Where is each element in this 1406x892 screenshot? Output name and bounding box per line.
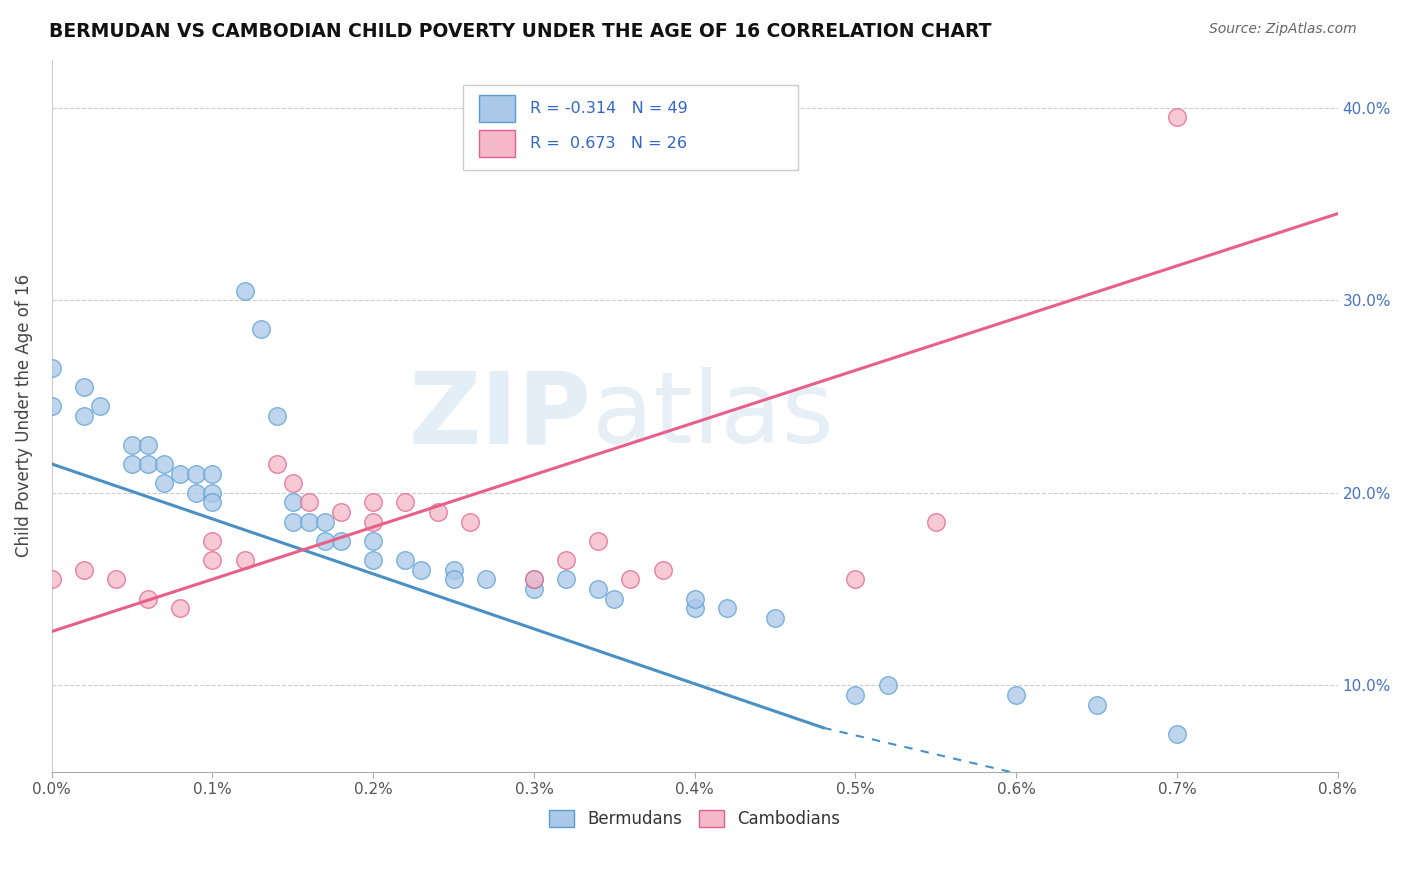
Point: [266, 409, 288, 423]
Point: [201, 486, 224, 500]
Point: [683, 601, 706, 615]
Point: [281, 495, 304, 509]
Text: Source: ZipAtlas.com: Source: ZipAtlas.com: [1209, 22, 1357, 37]
Point: [201, 533, 224, 548]
FancyBboxPatch shape: [463, 85, 797, 170]
Point: [330, 533, 353, 548]
Point: [121, 438, 143, 452]
Point: [716, 601, 738, 615]
Point: [844, 573, 866, 587]
Point: [426, 505, 449, 519]
Point: [298, 495, 321, 509]
Point: [73, 563, 96, 577]
Point: [121, 457, 143, 471]
Point: [73, 409, 96, 423]
Point: [925, 515, 948, 529]
Point: [361, 515, 384, 529]
Point: [361, 553, 384, 567]
Point: [1085, 698, 1108, 712]
Point: [443, 563, 465, 577]
Point: [361, 533, 384, 548]
Point: [330, 505, 353, 519]
Point: [41, 360, 63, 375]
Point: [201, 467, 224, 481]
Point: [394, 495, 416, 509]
Text: BERMUDAN VS CAMBODIAN CHILD POVERTY UNDER THE AGE OF 16 CORRELATION CHART: BERMUDAN VS CAMBODIAN CHILD POVERTY UNDE…: [49, 22, 991, 41]
Point: [169, 467, 191, 481]
Point: [233, 553, 256, 567]
Point: [136, 438, 159, 452]
Point: [153, 457, 176, 471]
Point: [89, 399, 111, 413]
Point: [1166, 111, 1188, 125]
Text: R =  0.673   N = 26: R = 0.673 N = 26: [530, 136, 688, 151]
Y-axis label: Child Poverty Under the Age of 16: Child Poverty Under the Age of 16: [15, 274, 32, 558]
Point: [361, 495, 384, 509]
Point: [555, 553, 578, 567]
Point: [249, 322, 271, 336]
Point: [876, 678, 898, 692]
Point: [169, 601, 191, 615]
Text: ZIP: ZIP: [409, 368, 592, 465]
Point: [186, 467, 208, 481]
Point: [763, 611, 786, 625]
Point: [201, 495, 224, 509]
Point: [314, 533, 336, 548]
Text: R = -0.314   N = 49: R = -0.314 N = 49: [530, 101, 688, 116]
Point: [603, 591, 626, 606]
Point: [619, 573, 641, 587]
Point: [41, 399, 63, 413]
Point: [411, 563, 433, 577]
Point: [266, 457, 288, 471]
Point: [136, 457, 159, 471]
Point: [201, 553, 224, 567]
Point: [586, 533, 609, 548]
Point: [394, 553, 416, 567]
Bar: [478, 130, 515, 157]
Point: [281, 476, 304, 491]
Point: [844, 688, 866, 702]
Point: [105, 573, 128, 587]
Point: [443, 573, 465, 587]
Point: [555, 573, 578, 587]
Point: [474, 573, 496, 587]
Point: [281, 515, 304, 529]
Point: [314, 515, 336, 529]
Point: [523, 573, 546, 587]
Point: [683, 591, 706, 606]
Point: [586, 582, 609, 596]
Point: [1166, 726, 1188, 740]
Legend: Bermudans, Cambodians: Bermudans, Cambodians: [543, 804, 846, 835]
Point: [136, 591, 159, 606]
Point: [186, 486, 208, 500]
Bar: [478, 95, 515, 121]
Point: [1005, 688, 1028, 702]
Point: [523, 573, 546, 587]
Point: [73, 380, 96, 394]
Point: [651, 563, 673, 577]
Point: [41, 573, 63, 587]
Text: atlas: atlas: [592, 368, 834, 465]
Point: [153, 476, 176, 491]
Point: [233, 284, 256, 298]
Point: [298, 515, 321, 529]
Point: [523, 582, 546, 596]
Point: [458, 515, 481, 529]
